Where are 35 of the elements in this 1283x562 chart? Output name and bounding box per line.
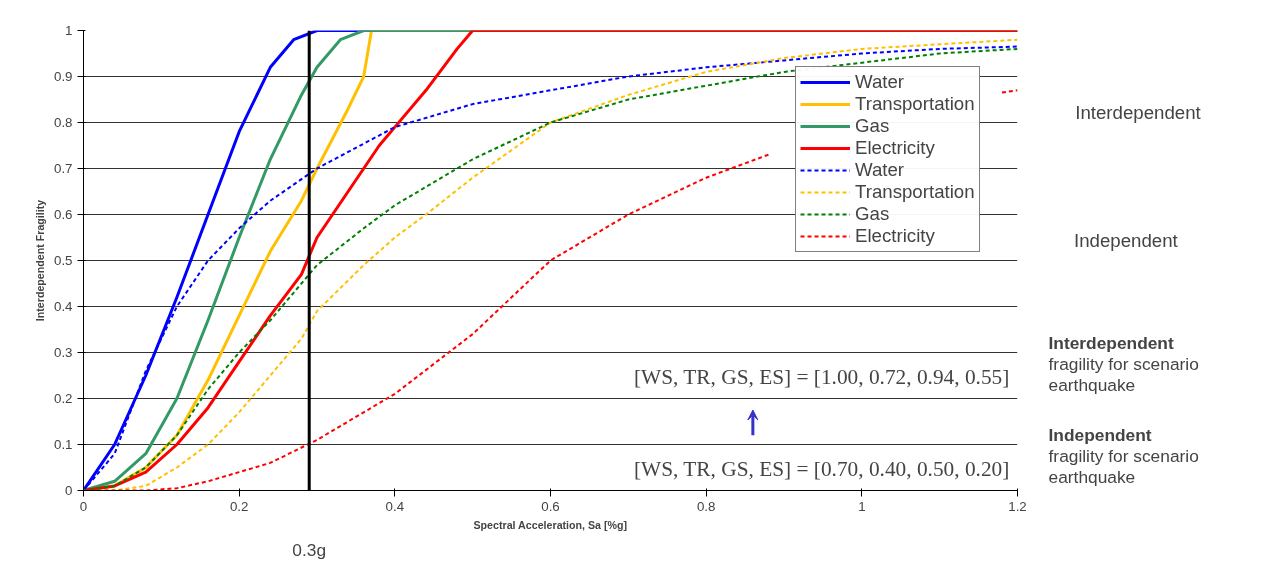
y-tick-label: 0 bbox=[65, 483, 73, 498]
x-axis-title: Spectral Acceleration, Sa [%g] bbox=[473, 518, 628, 531]
legend-label: Water bbox=[855, 159, 905, 181]
annotation: [WS, TR, GS, ES] = [0.70, 0.40, 0.50, 0.20] bbox=[633, 457, 1010, 482]
x-tick-label: 1 bbox=[858, 498, 866, 514]
y-tick-label: 0.8 bbox=[53, 115, 73, 130]
x-tick-label: 1.2 bbox=[1008, 498, 1027, 514]
legend-label: Electricity bbox=[855, 225, 935, 247]
legend-label: Transportation bbox=[855, 93, 975, 115]
text: Interdependent fragility for scenario earthquake bbox=[1048, 332, 1199, 395]
x-tick-label: 0.8 bbox=[696, 498, 716, 514]
text: Interdependent bbox=[1075, 101, 1202, 123]
y-tick-label: 0.3 bbox=[53, 345, 73, 360]
y-tick-label: 0.5 bbox=[53, 253, 73, 268]
legend-label: Transportation bbox=[855, 181, 975, 203]
text: Independent fragility for scenario earthquake bbox=[1048, 424, 1199, 487]
y-tick-label: 1 bbox=[65, 23, 73, 38]
y-tick-label: 0.6 bbox=[53, 207, 73, 222]
legend-label: Gas bbox=[855, 203, 890, 225]
y-tick-label: 0.1 bbox=[53, 437, 73, 452]
x-tick-label: 0.4 bbox=[385, 498, 405, 514]
ref-line-label: 0.3g bbox=[292, 539, 327, 560]
y-tick-label: 0.4 bbox=[53, 299, 74, 314]
legend-label: Water bbox=[855, 71, 905, 93]
y-tick-label: 0.2 bbox=[53, 391, 73, 406]
x-tick-label: 0.6 bbox=[541, 498, 560, 514]
text: Independent bbox=[1073, 230, 1179, 252]
legend-label: Electricity bbox=[855, 137, 935, 159]
legend-label: Gas bbox=[855, 115, 890, 137]
y-tick-label: 0.9 bbox=[53, 69, 73, 84]
x-tick-label: 0 bbox=[79, 498, 88, 514]
y-axis-title: Interdependent Fragility bbox=[33, 199, 46, 322]
x-tick-label: 0.2 bbox=[229, 498, 249, 514]
annotation: [WS, TR, GS, ES] = [1.00, 0.72, 0.94, 0.55] bbox=[633, 365, 1010, 390]
y-tick-label: 0.7 bbox=[53, 161, 73, 176]
